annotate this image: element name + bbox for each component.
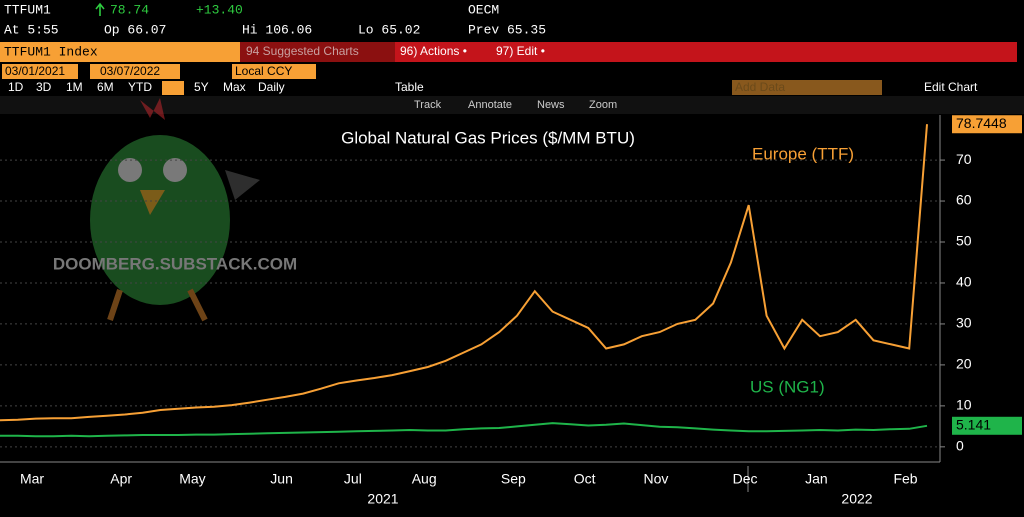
watermark: DOOMBERG.SUBSTACK.COM [53,254,297,273]
x-tick-label: Jul [344,471,362,487]
suggested-button[interactable] [240,42,395,62]
x-tick-label: Jan [805,471,828,487]
start-date-box[interactable] [2,64,78,79]
tool-button[interactable]: Track [414,99,442,111]
suggested: 94 Suggested Charts [246,44,359,58]
x-tick-label: Feb [893,471,917,487]
y-tick-label: 30 [956,315,972,331]
last-value-label: 5.141 [956,416,991,432]
tool-button[interactable]: Annotate [468,99,512,111]
change: +13.40 [196,2,243,17]
last-price: 78.74 [110,2,149,17]
high: Hi 106.06 [242,22,312,37]
series-line [0,124,928,422]
edit-chart[interactable]: Edit Chart [924,80,978,94]
x-tick-label: Jun [270,471,293,487]
period-button[interactable]: 1D [8,80,24,94]
chart-title: Global Natural Gas Prices ($/MM BTU) [341,128,635,147]
tool-button[interactable]: Zoom [589,99,617,111]
last-value-box [952,115,1022,134]
edit-menu[interactable]: 97) Edit • [496,44,545,58]
period-highlight [162,81,184,95]
legend-entry: Europe (TTF) [752,144,854,163]
x-tick-label: Apr [110,471,132,487]
menu-bar [395,42,1017,62]
end-date: 03/07/2022 [100,64,160,78]
y-tick-label: 40 [956,274,972,290]
add-data: Add Data [735,80,785,94]
x-tick-label: May [179,471,205,487]
frequency[interactable]: Daily [258,80,285,94]
x-tick-label: Nov [643,471,668,487]
table-button[interactable]: Table [395,80,424,94]
source: OECM [468,2,499,17]
y-tick-label: 0 [956,438,964,454]
period-button[interactable]: 1M [66,80,83,94]
add-data-box[interactable] [732,80,882,95]
legend-entry: US (NG1) [750,377,825,396]
tool-bar [0,96,1024,114]
actions-menu[interactable]: 96) Actions • [400,44,467,58]
end-date-box[interactable] [90,64,180,79]
x-tick-label: Mar [20,471,44,487]
period-button[interactable]: YTD [128,80,152,94]
x-tick-label: Oct [574,471,596,487]
currency-box[interactable] [232,64,316,79]
x-tick-label: Sep [501,471,526,487]
security-bar[interactable] [0,42,240,62]
last-value-box [952,416,1022,435]
y-tick-label: 20 [956,356,972,372]
up-arrow [95,2,105,16]
year-label: 2022 [841,491,872,507]
x-tick-label: Dec [733,471,758,487]
y-tick-label: 50 [956,233,972,249]
time: At 5:55 [4,22,59,37]
last-value-label: 78.7448 [956,115,1007,131]
low: Lo 65.02 [358,22,420,37]
period-button[interactable]: 5Y [194,80,209,94]
ticker: TTFUM1 [4,2,51,17]
series-line [0,422,928,438]
period-button[interactable]: 6M [97,80,114,94]
period-button[interactable]: Max [223,80,246,94]
y-tick-label: 70 [956,151,972,167]
tool-button[interactable]: News [537,99,565,111]
prev: Prev 65.35 [468,22,546,37]
security: TTFUM1 Index [4,44,98,59]
x-tick-label: Aug [412,471,437,487]
y-tick-label: 10 [956,397,972,413]
open: Op 66.07 [104,22,166,37]
period-button[interactable]: 3D [36,80,52,94]
y-tick-label: 60 [956,192,972,208]
start-date: 03/01/2021 [5,64,65,78]
currency: Local CCY [235,64,292,78]
watermark-logo [90,98,260,322]
year-label: 2021 [367,491,398,507]
